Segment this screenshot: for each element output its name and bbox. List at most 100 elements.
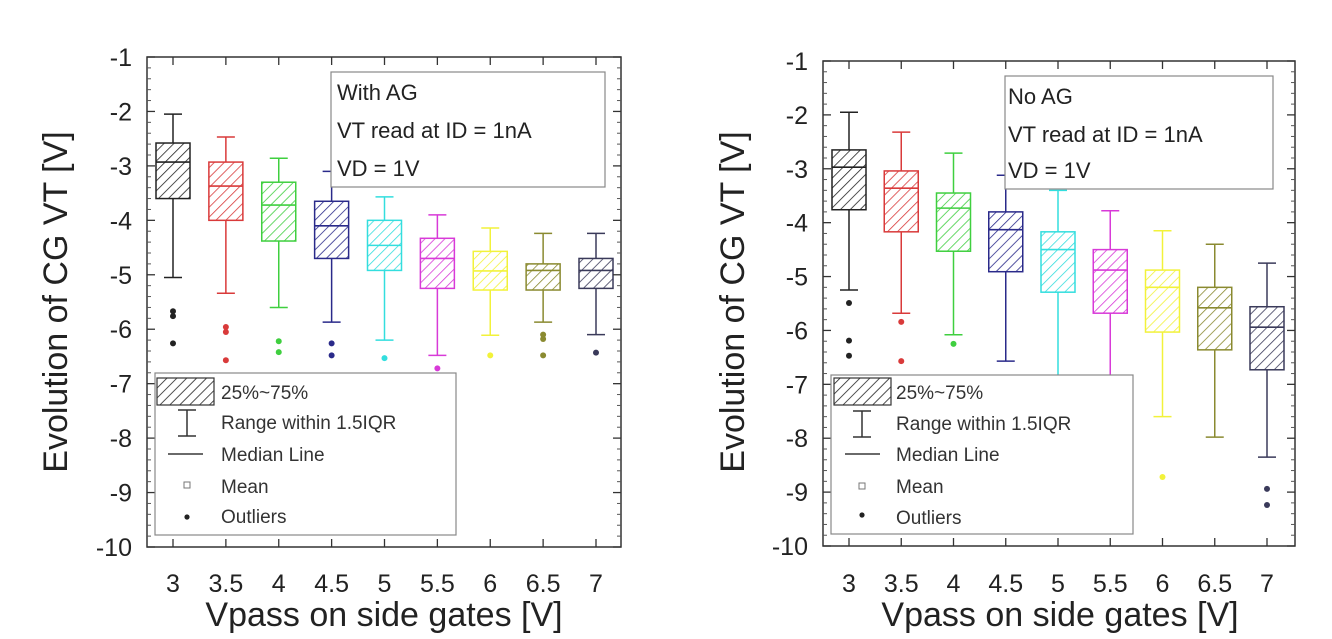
- x-axis-title: Vpass on side gates [V]: [881, 596, 1238, 634]
- y-tick-label: -5: [786, 264, 808, 292]
- iqr-box: [831, 149, 867, 211]
- outlier-point: [593, 349, 599, 356]
- legend-hatch-swatch: [156, 377, 215, 406]
- x-tick-label: 5.5: [1093, 570, 1128, 598]
- x-tick-label: 5: [1051, 570, 1065, 598]
- x-tick-label: 7: [589, 570, 603, 598]
- outlier-point: [170, 340, 176, 347]
- outlier-point: [1264, 502, 1270, 509]
- legend-hatch-swatch: [833, 377, 892, 406]
- outlier-point: [846, 337, 852, 344]
- x-tick-label: 7: [1260, 570, 1274, 598]
- iqr-box: [1144, 269, 1181, 333]
- y-tick-label: -8: [786, 425, 808, 453]
- legend-mean-icon: [858, 482, 866, 490]
- iqr-box: [1040, 231, 1076, 293]
- x-tick-label: 5: [378, 570, 392, 598]
- iqr-box: [1249, 305, 1285, 371]
- box-plot-7: [578, 232, 614, 356]
- y-axis-title: Evolution of CG VT [V]: [714, 131, 752, 472]
- annotation-line-3: VD = 1V: [337, 156, 420, 181]
- iqr-box: [935, 192, 972, 252]
- outlier-point: [846, 352, 852, 359]
- legend-label-iqr-box: 25%~75%: [896, 383, 983, 404]
- iqr-box: [578, 257, 614, 290]
- y-tick-label: -9: [110, 480, 132, 508]
- x-tick-label: 4: [272, 570, 286, 598]
- outlier-point: [950, 340, 957, 347]
- box-plot-6.5: [1197, 243, 1233, 438]
- box-plot-5.5: [419, 214, 456, 372]
- y-axis: -1 -2 -3 -4 -5 -6 -7 -8 -9 -10: [96, 44, 621, 562]
- x-tick-label: 6: [483, 570, 497, 598]
- outlier-point: [170, 308, 176, 315]
- x-tick-label: 4: [947, 570, 961, 598]
- y-tick-label: -4: [786, 210, 808, 238]
- iqr-box: [525, 263, 561, 291]
- box-plot-4.5: [313, 170, 350, 359]
- iqr-box: [1197, 286, 1233, 351]
- outlier-point: [222, 357, 229, 364]
- y-tick-label: -9: [786, 479, 808, 507]
- legend-outlier-icon: [184, 514, 190, 520]
- box-plot-4: [935, 152, 972, 347]
- box-plot-5: [1040, 189, 1076, 386]
- legend-label-median: Median Line: [221, 445, 325, 466]
- box-marks: [155, 113, 614, 372]
- x-axis-title: Vpass on side gates [V]: [205, 596, 562, 634]
- legend-label-outliers: Outliers: [896, 508, 961, 529]
- legend-label-range: Range within 1.5IQR: [221, 413, 396, 434]
- box-plot-4.5: [988, 174, 1024, 362]
- iqr-box: [155, 142, 191, 200]
- y-tick-label: -3: [786, 156, 808, 184]
- y-tick-label: -1: [786, 48, 808, 76]
- outlier-point: [222, 324, 229, 331]
- legend: 25%~75% Range within 1.5IQR Median Line …: [154, 372, 457, 536]
- legend: 25%~75% Range within 1.5IQR Median Line …: [830, 374, 1134, 535]
- outlier-point: [1159, 474, 1166, 481]
- outlier-point: [381, 355, 388, 362]
- legend-mean-icon: [183, 481, 191, 489]
- y-tick-label: -10: [96, 534, 132, 562]
- legend-label-mean: Mean: [896, 477, 944, 498]
- annotation-line-2: VT read at ID = 1nA: [1008, 122, 1203, 147]
- box-marks: [831, 111, 1285, 509]
- x-axis: 3 3.5 4 4.5 5 5.5 6 6.5 7: [842, 61, 1274, 598]
- box-plot-5.5: [1092, 210, 1128, 402]
- outlier-point: [846, 299, 852, 306]
- box-plot-6: [472, 227, 508, 359]
- y-tick-label: -4: [110, 207, 132, 235]
- x-tick-label: 4.5: [988, 570, 1023, 598]
- y-tick-label: -1: [110, 44, 132, 72]
- x-tick-label: 6.5: [1197, 570, 1232, 598]
- y-tick-label: -6: [110, 316, 132, 344]
- outlier-point: [328, 352, 335, 359]
- box-plot-3.5: [208, 136, 244, 364]
- box-plot-4: [261, 157, 297, 356]
- y-tick-label: -7: [110, 371, 132, 399]
- outlier-point: [898, 358, 905, 365]
- outlier-point: [487, 352, 494, 359]
- box-plot-5: [366, 196, 403, 362]
- box-plot-6: [1144, 230, 1181, 481]
- annotation-box: No AG VT read at ID = 1nA VD = 1V: [1004, 75, 1274, 190]
- iqr-box: [988, 211, 1024, 273]
- x-tick-label: 3: [842, 570, 856, 598]
- y-tick-label: -3: [110, 153, 132, 181]
- outlier-point: [540, 352, 547, 359]
- y-tick-label: -2: [786, 102, 808, 130]
- iqr-box: [883, 170, 919, 233]
- annotation-line-3: VD = 1V: [1008, 158, 1091, 183]
- legend-whisker-icon: [178, 409, 196, 437]
- chart-with-ag: -1-2-3-4-5-6-7-8-9-10 3 3.5 4 4.5 5 5.5 6 6.5 7 …: [37, 44, 622, 634]
- legend-outlier-icon: [859, 512, 865, 518]
- legend-whisker-icon: [853, 410, 871, 438]
- outlier-point: [170, 313, 176, 320]
- legend-label-iqr-box: 25%~75%: [221, 383, 308, 404]
- iqr-box: [419, 237, 456, 290]
- box-plot-3.5: [883, 131, 919, 365]
- iqr-box: [313, 200, 350, 260]
- annotation-line-1: With AG: [337, 80, 418, 105]
- y-tick-label: -7: [786, 371, 808, 399]
